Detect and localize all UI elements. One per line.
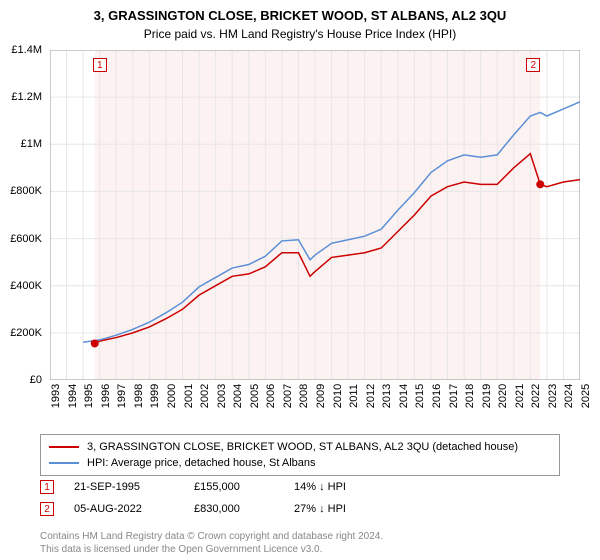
legend-label: 3, GRASSINGTON CLOSE, BRICKET WOOD, ST A… (87, 441, 518, 453)
legend-swatch (49, 446, 79, 448)
legend: 3, GRASSINGTON CLOSE, BRICKET WOOD, ST A… (40, 434, 560, 476)
y-tick-label: £0 (0, 374, 42, 386)
x-tick-label: 2010 (332, 384, 344, 408)
x-tick-label: 2014 (398, 384, 410, 408)
x-tick-label: 2008 (298, 384, 310, 408)
x-tick-label: 2005 (249, 384, 261, 408)
chart-svg (50, 50, 580, 380)
x-tick-label: 1999 (149, 384, 161, 408)
x-tick-label: 2004 (232, 384, 244, 408)
x-tick-label: 2021 (514, 384, 526, 408)
y-axis: £0£200K£400K£600K£800K£1M£1.2M£1.4M (0, 50, 46, 380)
sales-table: 1 21-SEP-1995£155,00014% ↓ HPI 2 05-AUG-202… (40, 476, 560, 520)
x-tick-label: 2023 (547, 384, 559, 408)
x-tick-label: 2022 (530, 384, 542, 408)
x-tick-label: 2015 (414, 384, 426, 408)
x-tick-label: 2013 (381, 384, 393, 408)
sale-price: £155,000 (194, 481, 294, 493)
sale-delta: 27% ↓ HPI (294, 503, 394, 515)
x-tick-label: 2009 (315, 384, 327, 408)
x-tick-label: 2011 (348, 384, 360, 408)
y-tick-label: £600K (0, 233, 42, 245)
chart-title: 3, GRASSINGTON CLOSE, BRICKET WOOD, ST A… (0, 0, 600, 23)
x-tick-label: 1994 (67, 384, 79, 408)
sale-date: 05-AUG-2022 (74, 503, 194, 515)
legend-swatch (49, 462, 79, 464)
x-tick-label: 2003 (216, 384, 228, 408)
x-tick-label: 1996 (100, 384, 112, 408)
x-tick-label: 2016 (431, 384, 443, 408)
sale-delta: 14% ↓ HPI (294, 481, 394, 493)
x-tick-label: 2002 (199, 384, 211, 408)
x-tick-label: 2007 (282, 384, 294, 408)
y-tick-label: £1M (0, 138, 42, 150)
legend-item: 3, GRASSINGTON CLOSE, BRICKET WOOD, ST A… (49, 439, 551, 455)
x-tick-label: 2000 (166, 384, 178, 408)
sale-row: 1 21-SEP-1995£155,00014% ↓ HPI (40, 476, 560, 498)
x-tick-label: 2017 (448, 384, 460, 408)
y-tick-label: £400K (0, 280, 42, 292)
x-tick-label: 2020 (497, 384, 509, 408)
legend-label: HPI: Average price, detached house, St A… (87, 457, 316, 469)
legend-item: HPI: Average price, detached house, St A… (49, 455, 551, 471)
sale-marker-1: 1 (93, 58, 107, 72)
x-tick-label: 2018 (464, 384, 476, 408)
sale-row: 2 05-AUG-2022£830,00027% ↓ HPI (40, 498, 560, 520)
x-tick-label: 2024 (563, 384, 575, 408)
sale-date: 21-SEP-1995 (74, 481, 194, 493)
x-tick-label: 1998 (133, 384, 145, 408)
y-tick-label: £1.2M (0, 91, 42, 103)
chart-subtitle: Price paid vs. HM Land Registry's House … (0, 23, 600, 47)
y-tick-label: £800K (0, 185, 42, 197)
x-tick-label: 2006 (265, 384, 277, 408)
footer: Contains HM Land Registry data © Crown c… (40, 530, 383, 556)
sale-price: £830,000 (194, 503, 294, 515)
sale-marker-2: 2 (526, 58, 540, 72)
sale-marker-box: 2 (40, 502, 54, 516)
x-tick-label: 2019 (481, 384, 493, 408)
plot-area (50, 50, 580, 380)
chart-container: 3, GRASSINGTON CLOSE, BRICKET WOOD, ST A… (0, 0, 600, 560)
x-tick-label: 2025 (580, 384, 592, 408)
x-tick-label: 1993 (50, 384, 62, 408)
x-tick-label: 1997 (116, 384, 128, 408)
footer-line-1: Contains HM Land Registry data © Crown c… (40, 530, 383, 543)
x-tick-label: 2001 (183, 384, 195, 408)
x-tick-label: 1995 (83, 384, 95, 408)
y-tick-label: £200K (0, 327, 42, 339)
x-axis: 1993 1994 1995 1996 1997 1998 1999 2000 2001 2002… (50, 382, 580, 432)
x-tick-label: 2012 (365, 384, 377, 408)
footer-line-2: This data is licensed under the Open Gov… (40, 543, 383, 556)
y-tick-label: £1.4M (0, 44, 42, 56)
sale-marker-box: 1 (40, 480, 54, 494)
